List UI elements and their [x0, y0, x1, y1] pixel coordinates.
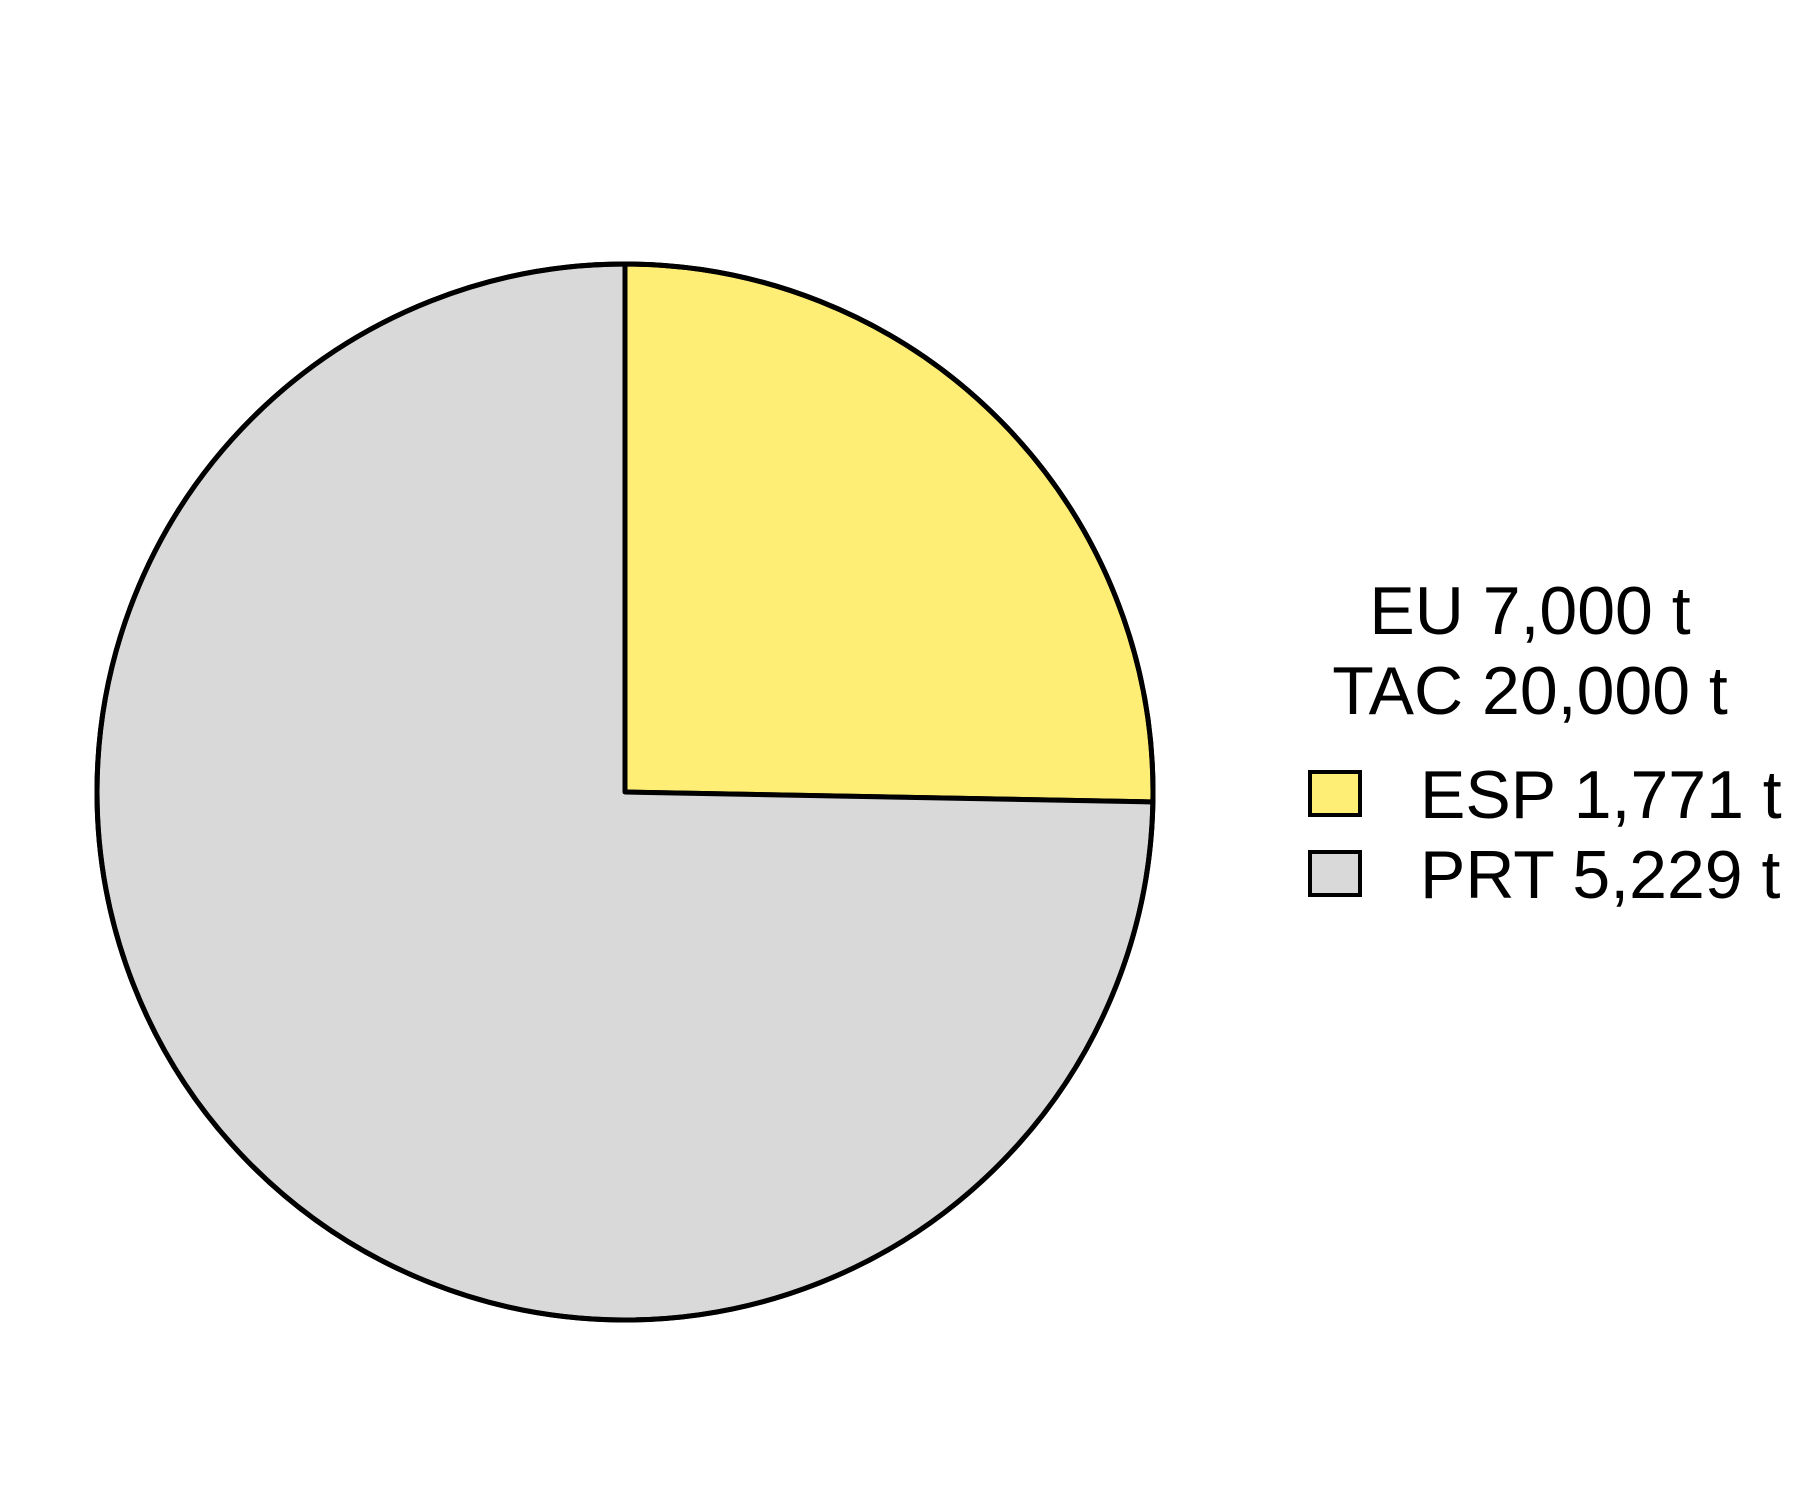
- legend-label-esp: ESP 1,771 t: [1420, 757, 1782, 833]
- pie-slice-esp: [622, 261, 1156, 805]
- legend-key-prt: [1308, 850, 1362, 897]
- legend: EU 7,000 t TAC 20,000 t ESP 1,771 t PRT …: [1308, 573, 1782, 913]
- pie-outline: [94, 261, 1156, 1323]
- legend-label-prt: PRT 5,229 t: [1420, 837, 1780, 913]
- legend-title-line-2: TAC 20,000 t: [1332, 653, 1728, 729]
- pie-slices: [94, 261, 1156, 1323]
- legend-title-line-1: EU 7,000 t: [1369, 573, 1690, 649]
- legend-key-esp: [1308, 770, 1362, 817]
